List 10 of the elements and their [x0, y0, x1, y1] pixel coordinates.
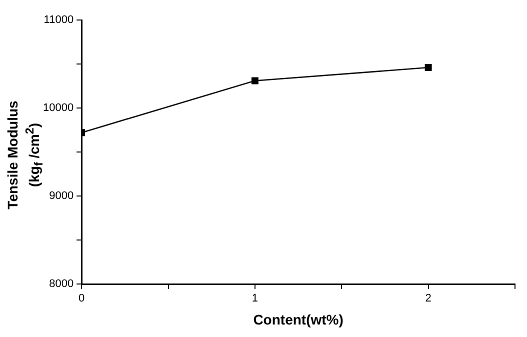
point — [424, 64, 432, 71]
y-tick-label: 8000 — [49, 278, 74, 290]
x-tick-label: 2 — [425, 292, 432, 305]
y-tick-label: 9000 — [49, 190, 74, 202]
point — [251, 77, 258, 84]
x-tick-label: 0 — [78, 292, 85, 305]
x-axis-title: Content(wt%) — [253, 311, 344, 328]
x-tick-label: 1 — [252, 292, 258, 305]
y-tick-label: 11000 — [44, 14, 74, 26]
y-tick-label: 10000 — [42, 102, 74, 114]
